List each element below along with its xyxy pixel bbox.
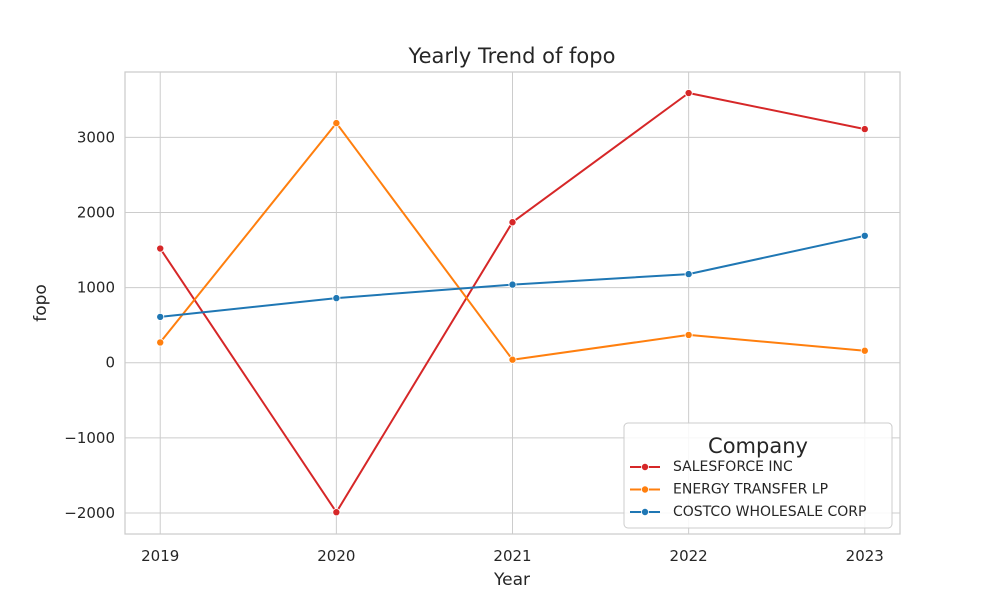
series-1 <box>156 119 869 364</box>
x-axis-label: Year <box>493 570 530 590</box>
x-tick-label: 2021 <box>493 547 531 565</box>
data-point <box>684 270 693 279</box>
data-point <box>156 244 165 253</box>
legend-label: SALESFORCE INC <box>673 459 793 475</box>
data-point <box>508 218 517 227</box>
legend-items: SALESFORCE INC ENERGY TRANSFER LP COSTCO W… <box>630 459 866 520</box>
x-tick-label: 2022 <box>670 547 708 565</box>
x-tick-label: 2019 <box>141 547 179 565</box>
legend-title: Company <box>708 434 808 458</box>
series-0 <box>156 89 869 517</box>
x-tick-label: 2023 <box>846 547 884 565</box>
y-tick-label: 1000 <box>77 279 115 297</box>
legend-marker <box>641 462 650 471</box>
legend-marker <box>641 507 650 516</box>
y-tick-label: 3000 <box>77 128 115 146</box>
legend: Company SALESFORCE INC ENERGY TRANSFER LP… <box>623 422 893 529</box>
y-tick-label: −1000 <box>64 429 115 447</box>
x-axis-ticks: 2019 2020 2021 2022 2023 <box>141 547 884 565</box>
data-point <box>684 89 693 98</box>
legend-label: ENERGY TRANSFER LP <box>673 482 828 498</box>
legend-item: SALESFORCE INC <box>630 459 793 475</box>
legend-box <box>623 422 893 529</box>
data-point <box>508 280 517 289</box>
data-point <box>860 231 869 240</box>
series-2 <box>156 231 869 321</box>
data-point <box>684 330 693 339</box>
legend-item: ENERGY TRANSFER LP <box>630 482 828 498</box>
data-point <box>156 312 165 321</box>
y-axis-ticks: −2000 −1000 0 1000 2000 3000 <box>64 128 115 522</box>
data-point <box>332 294 341 303</box>
legend-label: COSTCO WHOLESALE CORP <box>673 504 866 520</box>
data-point <box>332 508 341 517</box>
data-point <box>508 355 517 364</box>
series-layer <box>156 89 869 517</box>
data-point <box>156 338 165 347</box>
plot-frame <box>124 71 901 535</box>
y-tick-label: 2000 <box>77 203 115 221</box>
y-axis-label: fopo <box>31 284 51 322</box>
y-tick-label: −2000 <box>64 504 115 522</box>
x-tick-label: 2020 <box>317 547 355 565</box>
data-point <box>332 119 341 128</box>
chart-title: Yearly Trend of fopo <box>408 44 616 68</box>
data-point <box>860 346 869 355</box>
legend-item: COSTCO WHOLESALE CORP <box>630 504 866 520</box>
y-tick-label: 0 <box>105 354 115 372</box>
data-point <box>860 125 869 134</box>
legend-marker <box>641 485 650 494</box>
